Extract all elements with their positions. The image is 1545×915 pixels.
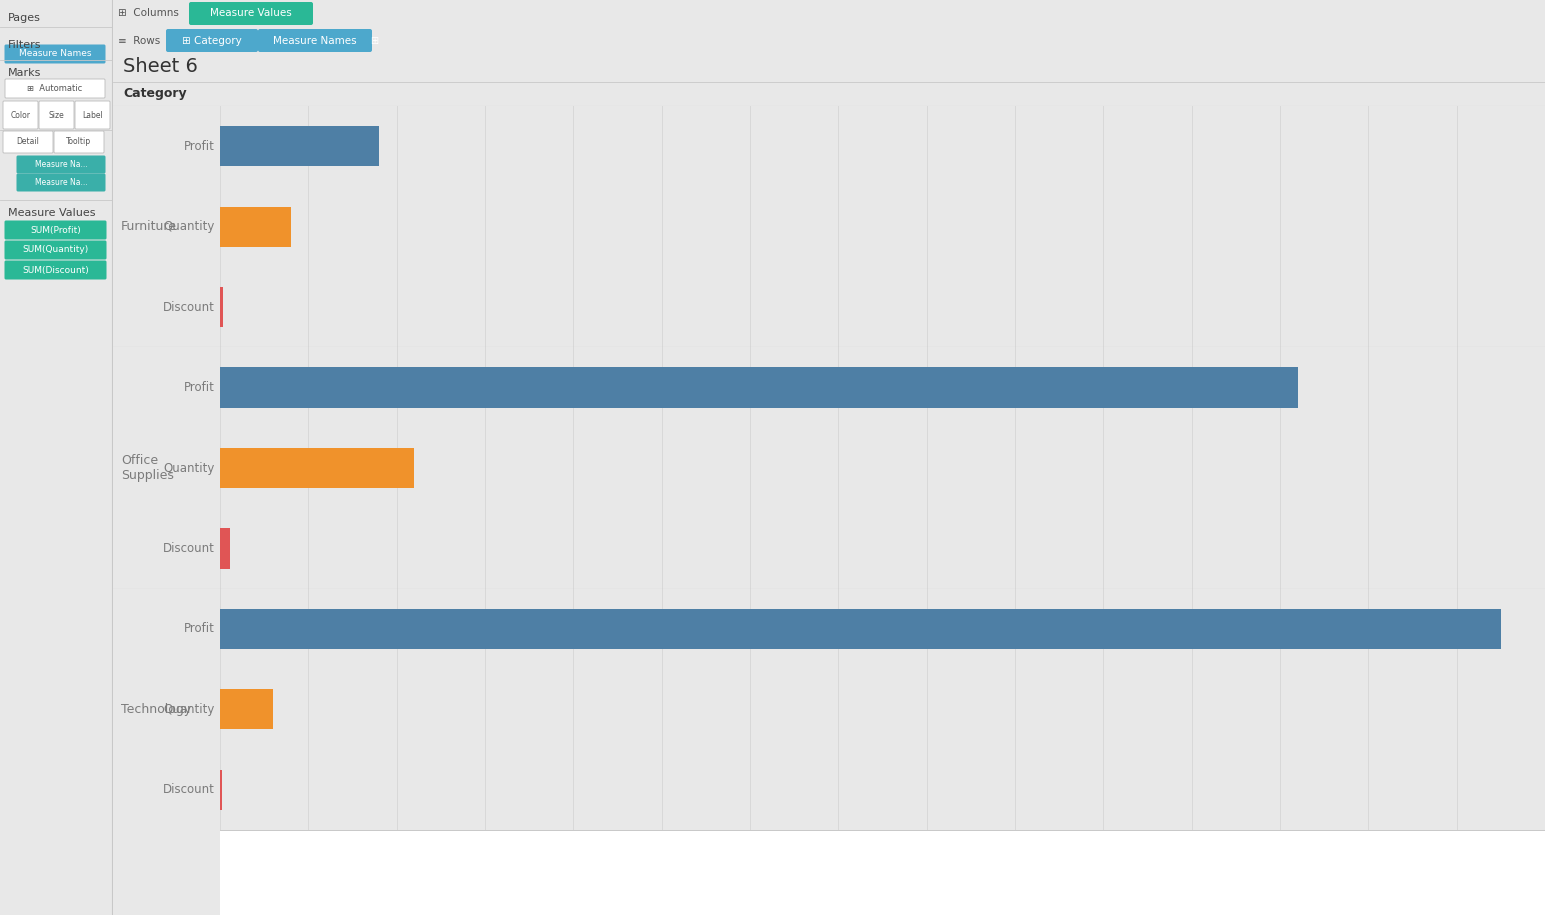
Bar [219, 608, 1500, 649]
FancyBboxPatch shape [3, 131, 53, 153]
Bar [219, 207, 290, 247]
FancyBboxPatch shape [76, 101, 110, 129]
Text: Measure Values: Measure Values [210, 8, 292, 18]
Text: ⊞ Category: ⊞ Category [182, 36, 243, 46]
FancyBboxPatch shape [17, 174, 105, 191]
FancyBboxPatch shape [5, 261, 107, 279]
Text: SUM(Profit): SUM(Profit) [29, 225, 80, 234]
FancyBboxPatch shape [5, 45, 105, 63]
Text: ⊞: ⊞ [369, 36, 379, 46]
Text: Quantity: Quantity [164, 461, 215, 475]
Text: Tooltip: Tooltip [66, 137, 91, 146]
Bar [219, 447, 414, 488]
FancyBboxPatch shape [5, 79, 105, 98]
Text: Sheet 6: Sheet 6 [124, 57, 198, 76]
Text: Technology: Technology [121, 703, 192, 716]
FancyBboxPatch shape [165, 29, 258, 52]
Bar [219, 368, 1298, 408]
Text: Profit: Profit [184, 622, 215, 635]
Text: Measure Names: Measure Names [19, 49, 91, 59]
Bar [219, 528, 230, 568]
Text: ⊞  Automatic: ⊞ Automatic [28, 84, 82, 93]
FancyBboxPatch shape [258, 29, 372, 52]
FancyBboxPatch shape [17, 156, 105, 174]
Text: ⊞  Columns: ⊞ Columns [117, 8, 179, 18]
Text: Filters: Filters [8, 40, 42, 50]
FancyBboxPatch shape [188, 2, 314, 25]
Text: Size: Size [48, 111, 65, 120]
Text: Category: Category [124, 88, 187, 101]
FancyBboxPatch shape [5, 241, 107, 260]
Text: Furniture: Furniture [121, 221, 178, 233]
Text: Measure Na...: Measure Na... [34, 160, 88, 169]
Text: Marks: Marks [8, 68, 42, 78]
FancyBboxPatch shape [5, 221, 107, 240]
FancyBboxPatch shape [54, 131, 104, 153]
Text: Detail: Detail [17, 137, 40, 146]
Text: Profit: Profit [184, 381, 215, 394]
Text: SUM(Quantity): SUM(Quantity) [22, 245, 88, 254]
Text: Pages: Pages [8, 13, 40, 23]
Text: Quantity: Quantity [164, 221, 215, 233]
Text: ≡  Rows: ≡ Rows [117, 36, 161, 46]
Bar [219, 287, 222, 328]
Bar [219, 770, 222, 810]
FancyBboxPatch shape [3, 101, 39, 129]
Text: SUM(Discount): SUM(Discount) [22, 265, 90, 274]
Text: Quantity: Quantity [164, 703, 215, 716]
Text: Discount: Discount [164, 783, 215, 796]
Text: Label: Label [82, 111, 104, 120]
Text: Measure Na...: Measure Na... [34, 178, 88, 187]
Text: Color: Color [11, 111, 31, 120]
Text: Measure Values: Measure Values [8, 208, 96, 218]
Text: Discount: Discount [164, 301, 215, 314]
Text: Office
Supplies: Office Supplies [121, 454, 175, 482]
Text: Profit: Profit [184, 140, 215, 153]
Bar [219, 689, 273, 729]
Text: Measure Names: Measure Names [273, 36, 357, 46]
Text: Discount: Discount [164, 542, 215, 554]
FancyBboxPatch shape [39, 101, 74, 129]
Bar [219, 126, 379, 167]
